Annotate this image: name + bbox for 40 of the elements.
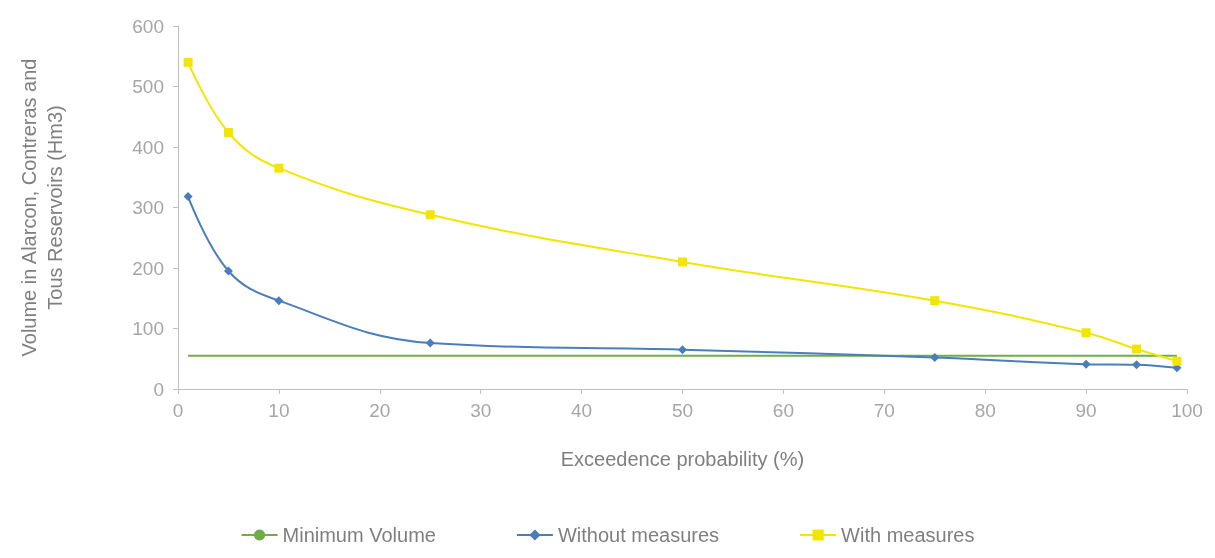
point — [223, 127, 233, 137]
x-tick-label: 90 — [1075, 400, 1097, 421]
point — [1132, 344, 1142, 354]
point — [425, 338, 435, 348]
point — [223, 266, 233, 276]
point — [183, 57, 193, 67]
x-tick-label: 0 — [172, 400, 184, 421]
point — [1081, 359, 1091, 369]
point — [1132, 360, 1142, 370]
y-tick-label: 200 — [132, 257, 164, 279]
y-tick-label: 500 — [132, 76, 164, 97]
x-axis-title: Exceedence probability (%) — [560, 448, 805, 470]
x-tick-label: 20 — [369, 400, 391, 421]
y-tick-label: 0 — [153, 378, 164, 400]
x-tick-label: 30 — [470, 400, 492, 421]
legend-label: Minimum Volume — [282, 524, 436, 546]
point — [425, 210, 435, 220]
x-tick-label: 60 — [772, 400, 794, 421]
point — [1081, 328, 1091, 338]
point — [1172, 356, 1182, 366]
y-tick-label: 300 — [132, 197, 164, 218]
x-tick-label: 40 — [571, 400, 593, 421]
y-tick-label: 100 — [132, 318, 164, 339]
x-tick-label: 50 — [671, 400, 694, 421]
point — [183, 192, 193, 202]
legend-label: With measures — [841, 524, 975, 546]
y-tick-label: 400 — [132, 136, 164, 158]
legend-label: Without measures — [557, 524, 720, 546]
x-tick-label: 70 — [873, 400, 895, 421]
point — [678, 257, 687, 267]
x-tick-label: 10 — [268, 400, 290, 421]
y-axis-title: Volume in Alarcon, Contreras and Tous Reservoirs (Hm3) — [18, 58, 66, 357]
x-tick-label: 80 — [974, 400, 996, 421]
point — [678, 345, 687, 355]
x-tick-label: 100 — [1171, 400, 1203, 421]
point — [274, 296, 284, 306]
point — [930, 353, 940, 363]
point — [930, 296, 940, 306]
y-tick-label: 600 — [132, 15, 164, 37]
point — [274, 163, 284, 173]
